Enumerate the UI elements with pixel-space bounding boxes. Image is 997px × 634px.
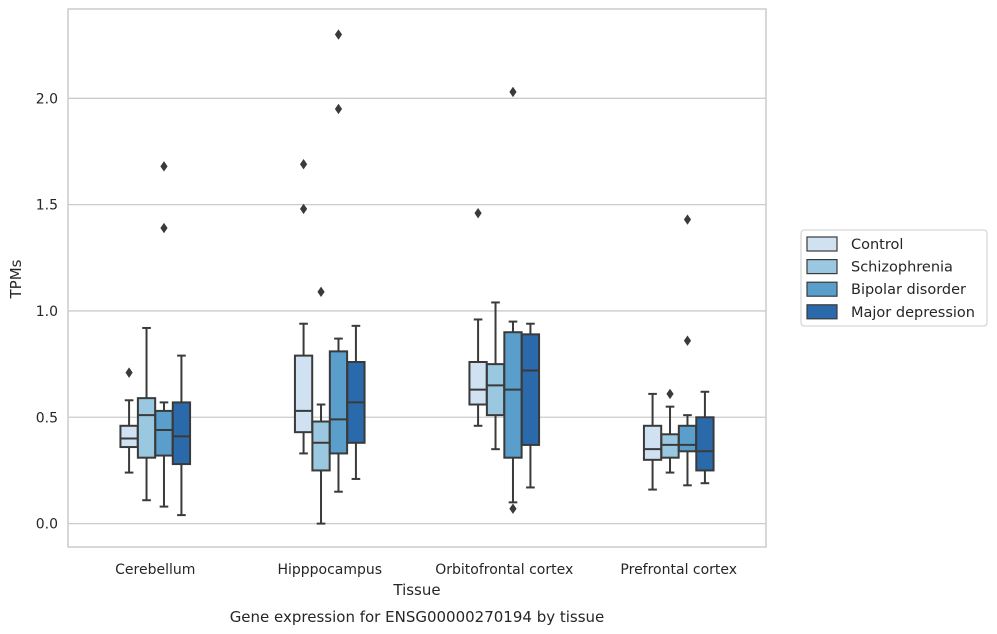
legend-label: Control: [851, 237, 903, 253]
box-major-depression: [695, 390, 715, 485]
box-major-depression: [520, 322, 541, 489]
box-control: [293, 159, 314, 455]
outlier-point: [334, 29, 343, 40]
x-tick-label: Cerebellum: [115, 562, 195, 578]
iqr-box: [503, 331, 523, 459]
box-bipolar-disorder: [154, 161, 174, 508]
outlier-point: [334, 103, 343, 115]
outlier-point: [317, 286, 325, 298]
iqr-box: [485, 363, 506, 417]
box-major-depression: [171, 354, 192, 517]
box-control: [468, 207, 488, 427]
box-control: [642, 392, 663, 491]
x-tick-labels: Cerebellum Hipppocampus Orbitofrontal cort…: [115, 562, 737, 578]
x-tick-label: Orbitofrontal cortex: [435, 562, 573, 578]
chart-caption: Gene expression for ENSG00000270194 by t…: [230, 608, 605, 626]
iqr-box: [171, 401, 192, 466]
legend-swatch: [806, 281, 838, 297]
plot-frame: [67, 8, 767, 548]
outlier-point: [299, 159, 308, 170]
iqr-box: [136, 397, 157, 459]
outlier-point: [125, 367, 133, 378]
box-schizophrenia: [311, 286, 331, 525]
x-axis-label: Tissue: [392, 581, 440, 599]
legend-swatch: [806, 304, 838, 320]
iqr-box: [520, 333, 541, 446]
outlier-point: [666, 388, 674, 400]
y-tick-labels: 0.0 0.5 1.0 1.5 2.0: [36, 91, 58, 532]
y-axis-label: TPMs: [7, 259, 25, 299]
box-bipolar-disorder: [677, 214, 698, 487]
y-tick-label: 2.0: [36, 91, 58, 107]
iqr-box: [311, 420, 331, 472]
iqr-box: [677, 424, 698, 453]
iqr-box: [293, 354, 314, 434]
x-tick-label: Prefrontal cortex: [620, 562, 737, 578]
iqr-box: [468, 360, 488, 406]
outlier-point: [509, 503, 517, 514]
iqr-box: [660, 433, 680, 459]
box-series: [119, 29, 715, 525]
outlier-point: [509, 86, 517, 98]
box-schizophrenia: [660, 388, 680, 474]
box-schizophrenia: [136, 326, 157, 502]
outlier-point: [299, 203, 308, 215]
x-tick-label: Hipppocampus: [277, 562, 382, 578]
box-major-depression: [346, 324, 366, 480]
legend-swatch: [806, 259, 838, 275]
legend: Control Schizophrenia Bipolar disorder Majo…: [800, 229, 988, 327]
iqr-box: [154, 409, 174, 457]
box-schizophrenia: [485, 301, 506, 451]
legend-swatch: [806, 236, 838, 252]
iqr-box: [642, 424, 663, 461]
legend-label: Major depression: [851, 305, 975, 321]
y-tick-label: 1.0: [36, 304, 58, 320]
legend-frame: [800, 229, 988, 327]
box-control: [119, 367, 139, 474]
y-tick-label: 0.0: [36, 517, 58, 533]
outlier-point: [160, 161, 168, 172]
outlier-point: [160, 222, 168, 234]
iqr-box: [119, 424, 139, 449]
legend-label: Schizophrenia: [851, 260, 953, 276]
outlier-point: [683, 335, 692, 346]
outlier-point: [474, 207, 482, 219]
iqr-box: [695, 416, 715, 472]
y-tick-label: 0.5: [36, 410, 58, 426]
iqr-box: [328, 350, 349, 455]
y-tick-label: 1.5: [36, 198, 58, 214]
legend-label: Bipolar disorder: [851, 282, 966, 298]
outlier-point: [683, 214, 692, 225]
box-bipolar-disorder: [503, 86, 523, 514]
